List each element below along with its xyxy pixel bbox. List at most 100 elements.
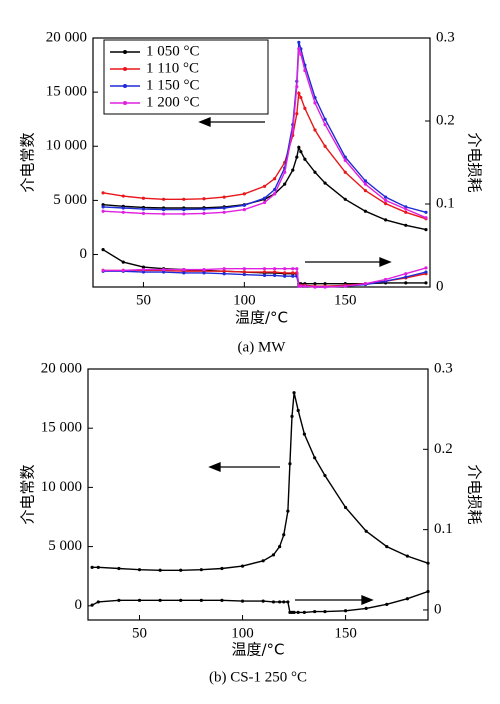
data-point xyxy=(101,191,105,195)
data-point xyxy=(141,270,146,274)
data-point xyxy=(295,85,299,89)
data-point xyxy=(323,473,327,478)
data-point xyxy=(303,68,307,73)
legend-label: 1 050 °C xyxy=(146,43,200,59)
data-point xyxy=(288,462,292,466)
data-point xyxy=(273,177,277,181)
y-axis-label: 介电常数 xyxy=(19,132,37,192)
data-point xyxy=(182,212,186,216)
data-point xyxy=(199,598,203,602)
data-point xyxy=(297,145,301,149)
data-point xyxy=(137,598,142,602)
series-line xyxy=(103,145,427,231)
data-point xyxy=(424,266,428,270)
data-point xyxy=(323,285,327,289)
y2-tick-label: 0.3 xyxy=(434,360,453,376)
data-point xyxy=(202,211,206,215)
data-point xyxy=(101,268,105,272)
legend-label: 1 110 °C xyxy=(146,60,199,76)
data-point xyxy=(343,505,348,510)
data-point xyxy=(283,274,287,278)
data-point xyxy=(220,598,224,602)
data-point xyxy=(299,95,303,100)
data-point xyxy=(271,553,276,557)
x-tick-label: 150 xyxy=(334,625,357,641)
data-point xyxy=(363,179,368,183)
data-point xyxy=(323,181,327,185)
data-point xyxy=(299,52,303,56)
data-point xyxy=(343,197,347,201)
data-point xyxy=(240,564,245,568)
data-point xyxy=(384,198,388,202)
data-point xyxy=(162,197,166,201)
caption: (a) MW xyxy=(238,339,287,355)
data-point xyxy=(240,599,245,603)
data-point xyxy=(117,566,121,571)
data-point xyxy=(202,197,206,201)
y-tick-label: 5 000 xyxy=(53,192,87,208)
data-point xyxy=(162,207,166,212)
data-point xyxy=(283,271,287,275)
data-point xyxy=(121,206,125,210)
data-point xyxy=(303,106,307,110)
data-point xyxy=(343,609,348,613)
data-point xyxy=(313,101,317,105)
y2-tick-label: 0 xyxy=(434,601,442,617)
data-point xyxy=(202,271,206,275)
data-point xyxy=(286,600,290,604)
data-point xyxy=(299,284,303,288)
data-point xyxy=(404,223,408,227)
arrows xyxy=(198,117,392,605)
data-point xyxy=(162,267,166,272)
legend-marker xyxy=(123,84,127,88)
data-point xyxy=(384,218,388,222)
data-point xyxy=(262,184,267,188)
data-point xyxy=(302,432,306,436)
data-point xyxy=(302,610,306,614)
data-point xyxy=(96,600,100,604)
data-point xyxy=(199,568,203,572)
data-point xyxy=(405,597,409,601)
data-point xyxy=(242,203,246,207)
y-tick-label: 5 000 xyxy=(48,538,82,554)
data-point xyxy=(384,277,388,282)
data-point xyxy=(273,267,277,271)
data-point xyxy=(141,196,146,200)
data-point xyxy=(286,509,290,513)
data-point xyxy=(291,168,295,172)
data-point xyxy=(424,281,428,285)
data-point xyxy=(384,195,388,199)
data-point xyxy=(262,196,267,200)
data-point xyxy=(121,210,125,214)
data-point xyxy=(222,206,226,210)
data-point xyxy=(404,281,408,285)
data-point xyxy=(363,282,368,286)
legend-label: 1 200 °C xyxy=(146,94,200,110)
data-point xyxy=(262,270,267,274)
data-point xyxy=(291,271,295,275)
data-point xyxy=(283,267,287,271)
y-tick-label: 15 000 xyxy=(41,420,82,436)
legend-marker xyxy=(123,50,127,54)
data-point xyxy=(242,207,246,212)
arrow-head xyxy=(361,595,374,605)
data-point xyxy=(323,123,327,127)
y2-tick-label: 0.3 xyxy=(436,29,455,45)
y2-tick-label: 0.1 xyxy=(436,195,455,211)
data-point xyxy=(295,267,299,271)
data-point xyxy=(90,565,94,569)
data-point xyxy=(282,600,286,604)
data-point xyxy=(182,267,186,272)
legend-marker xyxy=(123,101,127,105)
data-point xyxy=(404,272,408,276)
data-point xyxy=(424,270,428,274)
data-point xyxy=(323,282,327,286)
plot-frame xyxy=(87,368,429,621)
data-point xyxy=(182,197,186,201)
data-point xyxy=(273,273,277,277)
data-point xyxy=(313,456,317,460)
data-point xyxy=(296,610,300,614)
data-point xyxy=(282,533,286,537)
data-point xyxy=(242,192,246,196)
